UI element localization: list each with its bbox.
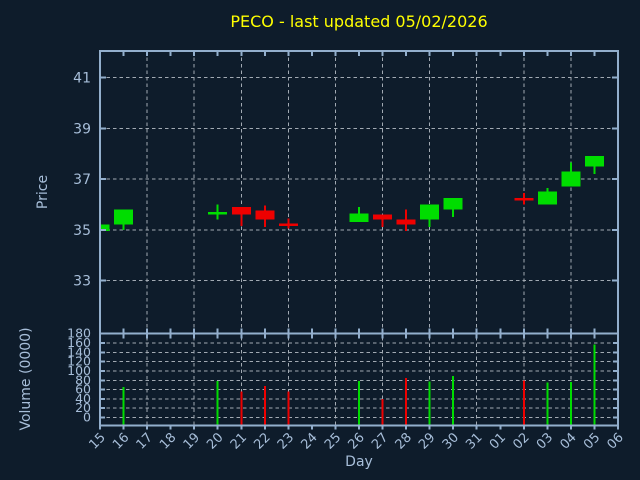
candle-30 [443, 198, 463, 218]
volume-tick-label: 180 [67, 326, 91, 341]
candle-23 [278, 218, 298, 229]
x-tick-label: 01 [487, 430, 509, 452]
price-tick-label: 35 [73, 223, 91, 239]
grid-lines [100, 51, 618, 426]
x-tick-label: 04 [557, 430, 579, 452]
x-tick-label: 02 [510, 430, 532, 452]
volume-tick-label: 0 [83, 410, 91, 425]
chart-title: PECO - last updated 05/02/2026 [230, 12, 487, 31]
candle-22 [255, 205, 275, 228]
x-tick-label: 27 [369, 430, 391, 452]
candle-body [231, 206, 251, 215]
candle-16 [114, 209, 134, 230]
volume-tick-label: 20 [75, 400, 91, 415]
volume-tick-label: 60 [75, 382, 91, 397]
x-tick-label: 26 [346, 430, 368, 452]
volume-tick-label: 80 [75, 372, 91, 387]
x-tick-label: 19 [181, 430, 203, 452]
candle-body [561, 171, 581, 187]
candle-body [100, 224, 110, 232]
x-tick-label: 06 [605, 430, 627, 452]
price-tick-label: 33 [73, 274, 91, 290]
x-tick-label: 03 [534, 430, 556, 452]
candle-28 [396, 209, 416, 232]
candle-29 [420, 204, 440, 228]
x-tick-label: 15 [87, 430, 109, 452]
candle-body [255, 210, 275, 220]
volume-axis-label: Volume (0000) [18, 327, 34, 430]
axes [99, 50, 619, 430]
candle-26 [349, 206, 369, 223]
candle-body [114, 209, 134, 225]
x-tick-label: 22 [251, 430, 273, 452]
candle-body [443, 198, 463, 210]
candle-05 [584, 156, 604, 174]
x-tick-label: 16 [110, 430, 132, 452]
x-tick-label: 23 [275, 430, 297, 452]
candle-02 [514, 192, 534, 205]
volume-tick-label: 100 [67, 363, 91, 378]
x-tick-label: 30 [440, 430, 462, 452]
x-tick-label: 05 [581, 430, 603, 452]
x-tick-label: 29 [416, 430, 438, 452]
candle-15 [100, 224, 110, 232]
x-tick-label: 18 [157, 430, 179, 452]
price-axis-label: Price [35, 175, 51, 209]
x-tick-label: 17 [134, 430, 156, 452]
x-tick-label: 21 [228, 430, 250, 452]
candle-body [537, 191, 557, 205]
price-tick-label: 41 [73, 71, 91, 87]
volume-tick-label: 160 [67, 335, 91, 350]
volume-tick-label: 120 [67, 354, 91, 369]
candlesticks [100, 156, 604, 232]
candle-03 [537, 187, 557, 205]
candle-body [584, 156, 604, 167]
candle-body [420, 204, 440, 220]
candle-04 [561, 162, 581, 187]
candle-20 [208, 204, 228, 220]
candle-27 [373, 214, 393, 228]
candle-body [396, 219, 416, 225]
x-tick-label: 31 [463, 430, 485, 452]
x-axis-label: Day [345, 454, 373, 470]
price-tick-label: 37 [73, 172, 91, 188]
volume-tick-label: 140 [67, 344, 91, 359]
volume-tick-label: 40 [75, 391, 91, 406]
candle-body [349, 213, 369, 223]
x-tick-label: 25 [322, 430, 344, 452]
volume-bars [122, 344, 596, 425]
x-tick-label: 24 [298, 430, 320, 452]
x-tick-label: 28 [393, 430, 415, 452]
price-tick-label: 39 [73, 121, 91, 137]
candle-body [373, 214, 393, 220]
x-tick-label: 20 [204, 430, 226, 452]
candle-21 [231, 206, 251, 226]
